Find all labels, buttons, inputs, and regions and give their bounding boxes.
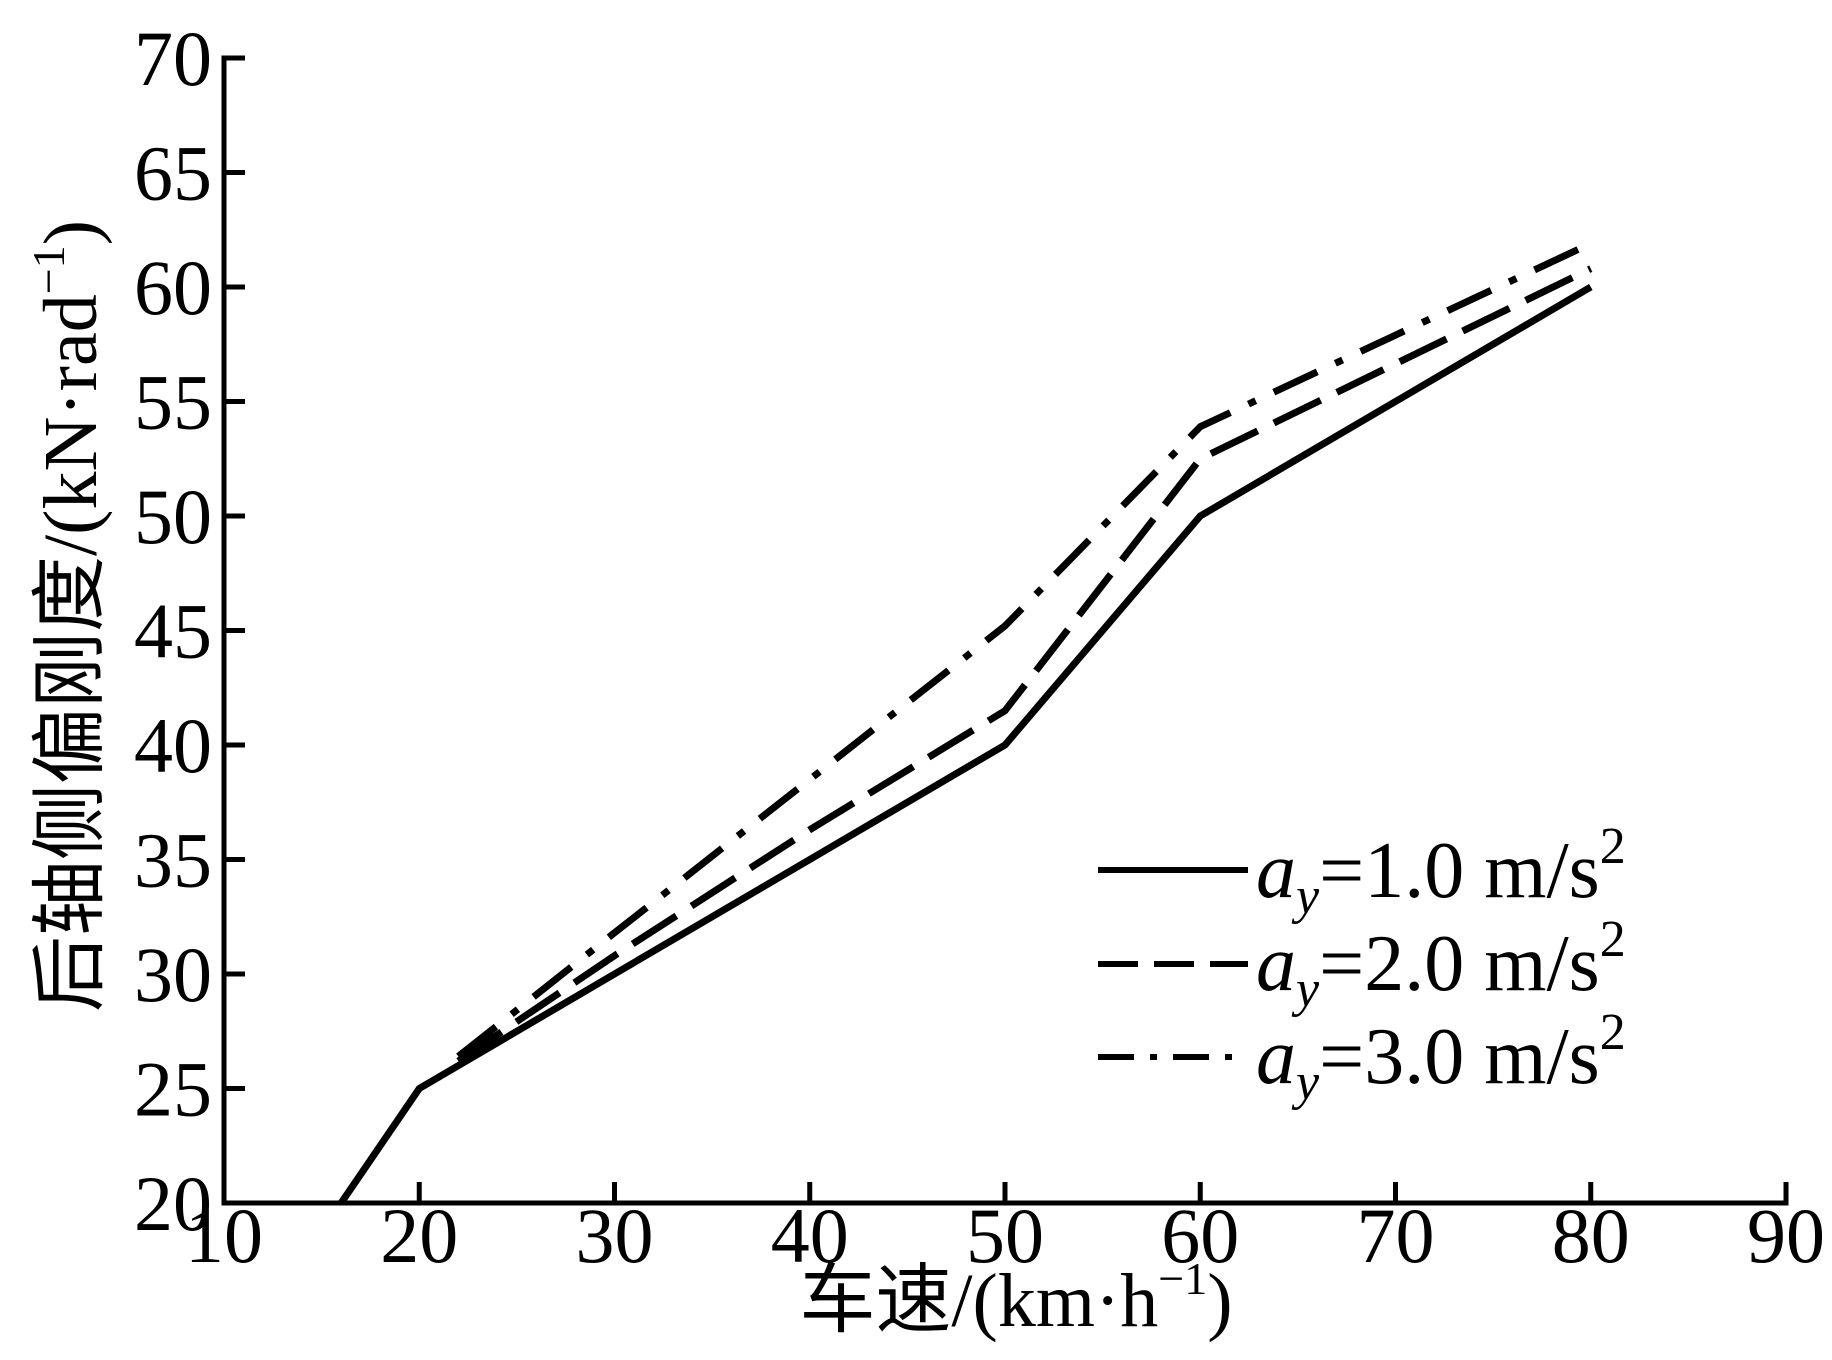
x-tick-label-90: 90 <box>1747 1192 1825 1279</box>
legend: ay=1.0 m/s2 ay=2.0 m/s2 ay=3.0 m/s2 <box>1098 818 1626 1111</box>
x-axis-title-main: 车速/(km·h <box>799 1259 1158 1343</box>
legend-entry-1: ay=1.0 m/s2 <box>1098 818 1626 925</box>
series-line-solid <box>338 283 1593 1205</box>
x-tick-label-70: 70 <box>1357 1192 1435 1279</box>
y-tick-label-40: 40 <box>134 702 212 789</box>
legend-label-2-text: =2.0 m/s <box>1319 920 1600 1008</box>
legend-entry-3: ay=3.0 m/s2 <box>1098 1004 1626 1111</box>
x-axis-title: 车速/(km·h−1) <box>799 1253 1232 1343</box>
x-tick-label-60: 60 <box>1161 1192 1239 1279</box>
legend-label-1-var: a <box>1256 827 1296 915</box>
legend-label-2-var: a <box>1256 920 1296 1008</box>
x-axis-title-tail: ) <box>1207 1259 1232 1343</box>
x-tick-label-40: 40 <box>771 1192 849 1279</box>
legend-label-2: ay=2.0 m/s2 <box>1256 911 1626 1018</box>
legend-label-1: ay=1.0 m/s2 <box>1256 818 1626 925</box>
legend-label-3: ay=3.0 m/s2 <box>1256 1004 1626 1111</box>
legend-entry-2: ay=2.0 m/s2 <box>1098 911 1626 1018</box>
y-axis-ticks: 20 25 30 35 40 45 50 55 60 65 70 <box>134 15 245 1247</box>
y-tick-label-50: 50 <box>134 473 212 560</box>
x-axis-ticks: 10 20 30 40 50 60 70 80 90 <box>185 1182 1825 1279</box>
y-tick-label-60: 60 <box>134 244 212 331</box>
x-axis-title-sup: −1 <box>1158 1253 1207 1304</box>
y-tick-label-55: 55 <box>134 359 212 446</box>
y-axis-title-tail: ) <box>29 220 113 245</box>
x-tick-label-10: 10 <box>185 1192 263 1279</box>
y-tick-label-35: 35 <box>134 817 212 904</box>
y-tick-label-20: 20 <box>134 1160 212 1247</box>
y-axis-title-sup: −1 <box>23 245 74 294</box>
y-tick-label-45: 45 <box>134 588 212 675</box>
y-tick-label-65: 65 <box>134 130 212 217</box>
legend-label-1-text: =1.0 m/s <box>1319 827 1600 915</box>
legend-label-2-sup: 2 <box>1600 911 1626 968</box>
x-tick-label-80: 80 <box>1552 1192 1630 1279</box>
legend-label-3-var: a <box>1256 1013 1296 1101</box>
y-axis-title-main: 后轴侧偏刚度/(kN·rad <box>29 294 113 1012</box>
y-tick-label-25: 25 <box>134 1046 212 1133</box>
legend-label-3-text: =3.0 m/s <box>1319 1013 1600 1101</box>
series-line-dashed <box>456 265 1593 1064</box>
y-axis-title: 后轴侧偏刚度/(kN·rad−1) <box>23 220 113 1012</box>
y-tick-label-30: 30 <box>134 931 212 1018</box>
legend-label-3-sub: y <box>1291 1054 1320 1111</box>
x-tick-label-50: 50 <box>966 1192 1044 1279</box>
legend-label-2-sub: y <box>1291 961 1320 1018</box>
legend-label-3-sup: 2 <box>1600 1004 1626 1061</box>
x-tick-label-30: 30 <box>576 1192 654 1279</box>
x-tick-label-20: 20 <box>380 1192 458 1279</box>
legend-label-1-sub: y <box>1291 868 1320 925</box>
y-tick-label-70: 70 <box>134 15 212 102</box>
series-line-dash-dot <box>456 240 1593 1060</box>
legend-label-1-sup: 2 <box>1600 818 1626 875</box>
series-lines <box>338 240 1593 1205</box>
